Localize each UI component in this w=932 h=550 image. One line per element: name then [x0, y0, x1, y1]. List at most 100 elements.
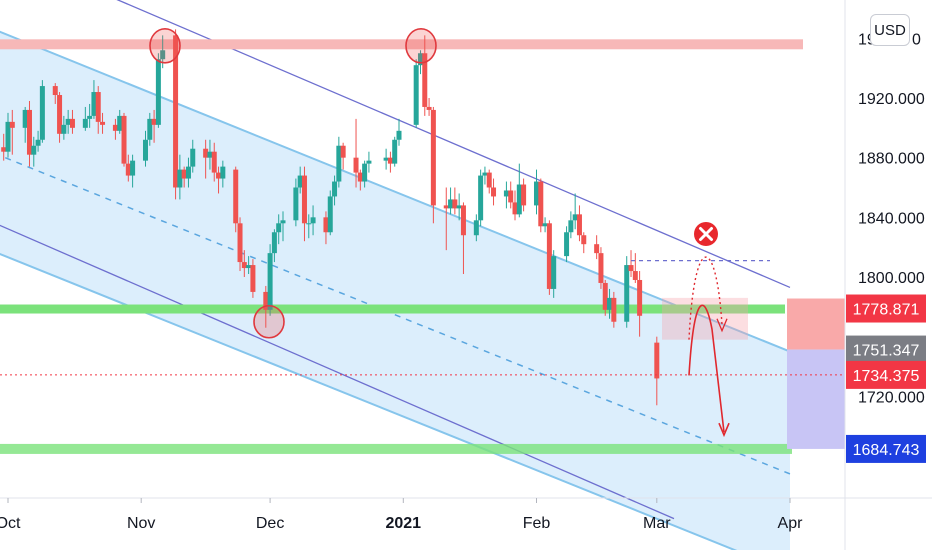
price-tag [846, 360, 926, 389]
candle-body [486, 172, 492, 188]
candle-body [602, 282, 608, 310]
candle-body [147, 118, 153, 140]
candle-body [546, 223, 552, 289]
candle-body [297, 175, 303, 188]
candle-body [340, 145, 346, 158]
candle-body [512, 202, 518, 215]
candle-body [422, 53, 428, 107]
candle-body [568, 220, 574, 233]
swing-high-circle [149, 27, 181, 64]
candle-body [65, 118, 71, 125]
y-tick-label: 1880.000 [858, 151, 925, 168]
candle-body [185, 166, 191, 179]
candle-body [598, 253, 604, 283]
x-tick-label: Oct [0, 515, 21, 532]
candle-body [637, 279, 643, 316]
overlay-layer [0, 27, 845, 438]
candle-body [155, 59, 161, 125]
candle-body [396, 130, 402, 140]
candle-body [151, 118, 157, 125]
candle-body [611, 297, 617, 322]
candle-body [387, 157, 393, 164]
candle-body [69, 118, 75, 128]
candle-body [392, 139, 398, 164]
candle-body [173, 35, 179, 188]
support-band-lower [0, 443, 792, 454]
candle-body [26, 109, 32, 155]
candle-body [125, 163, 131, 176]
cancel-icon-cross [699, 227, 713, 241]
candle-body [332, 181, 338, 197]
candle-body [117, 115, 123, 131]
candle-body [250, 265, 256, 292]
y-tick-label: 1720.000 [858, 389, 925, 406]
candle-body [237, 223, 243, 263]
candle-body [35, 139, 41, 146]
candle-body [516, 184, 522, 215]
projection-arrow-path [688, 304, 725, 433]
candle-body [362, 163, 368, 182]
candle-body [267, 253, 273, 310]
outer-trendline-lower [0, 224, 675, 520]
candle-body [581, 235, 587, 245]
candle-body [5, 121, 11, 152]
candle-body [211, 151, 217, 173]
candle-body [533, 181, 539, 206]
candle-body [57, 95, 63, 134]
support-band-upper [0, 304, 785, 314]
candle-body [301, 175, 307, 224]
currency-badge[interactable]: USD [870, 14, 910, 46]
candle-body [478, 175, 484, 221]
candle-body [426, 106, 432, 110]
candle-body [413, 65, 419, 125]
price-tag [846, 335, 926, 364]
candle-body [542, 223, 548, 227]
candle-body [246, 265, 252, 269]
candle-body [576, 214, 582, 236]
candle-body [121, 115, 127, 164]
swing-high-circle [405, 27, 437, 64]
y-tick-label: 1840.000 [858, 210, 925, 227]
candle-body [353, 157, 359, 173]
candle-body [1, 147, 7, 152]
candle-body [323, 217, 329, 233]
candle-body [9, 121, 15, 128]
candle-body [430, 109, 436, 206]
candle-body [443, 205, 449, 209]
candle-body [276, 223, 282, 233]
resistance-band [0, 39, 803, 50]
candle-body [233, 169, 239, 224]
x-tick-label: 2021 [385, 515, 421, 532]
annotation-layer [0, 0, 845, 550]
candle-body [306, 223, 312, 225]
candle-body [100, 121, 106, 125]
candle-body [508, 190, 514, 203]
candle-body [31, 145, 37, 155]
target-box-red [787, 298, 845, 350]
channel-lower-line [0, 252, 738, 550]
candle-body [82, 118, 88, 128]
candle-body [473, 220, 479, 236]
candle-body [160, 50, 166, 60]
candle-body [241, 262, 247, 269]
outer-trendline-upper [116, 0, 791, 289]
candle-body [216, 172, 222, 179]
alt-projection-arrowhead [716, 318, 728, 333]
candle-body [280, 220, 286, 224]
channel-upper-line [0, 30, 791, 353]
candle-body [207, 151, 213, 158]
price-tag-label: 1778.871 [853, 302, 920, 319]
candle-body [628, 265, 634, 272]
candle-body [503, 190, 509, 197]
candle-body [263, 291, 269, 310]
candle-body [452, 199, 458, 209]
candle-body [448, 199, 454, 209]
candle-body [130, 160, 136, 176]
candle-body [220, 166, 226, 179]
price-tag [846, 434, 926, 463]
candle-body [366, 160, 372, 164]
candle-body [460, 205, 466, 236]
candle-body [336, 145, 342, 182]
